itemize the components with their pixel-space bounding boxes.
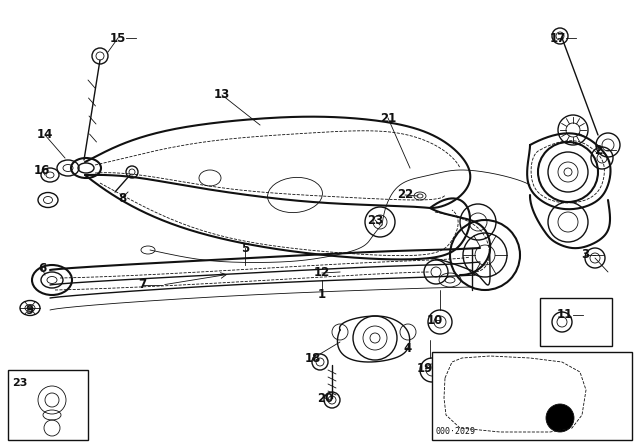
Text: 17: 17 [550, 31, 566, 44]
Bar [8, 370, 88, 440]
Text: 2: 2 [594, 143, 602, 156]
Text: 16: 16 [34, 164, 50, 177]
Text: 000·2029: 000·2029 [436, 427, 476, 436]
Text: 11: 11 [557, 309, 573, 322]
Text: 12: 12 [314, 267, 330, 280]
Text: 18: 18 [305, 352, 321, 365]
Text: 3: 3 [581, 249, 589, 262]
Text: 8: 8 [118, 191, 126, 204]
Text: 23: 23 [12, 378, 28, 388]
Text: 21: 21 [380, 112, 396, 125]
Text: 23: 23 [367, 214, 383, 227]
Text: 5: 5 [241, 241, 249, 254]
Text: 19: 19 [417, 362, 433, 375]
Text: 7: 7 [138, 279, 146, 292]
Text: 13: 13 [214, 89, 230, 102]
Text: 15: 15 [110, 31, 126, 44]
Bar [432, 352, 632, 440]
Circle shape [546, 404, 574, 432]
Text: 9: 9 [26, 303, 34, 316]
Text: 10: 10 [427, 314, 443, 327]
Text: 14: 14 [37, 129, 53, 142]
Bar [540, 298, 612, 346]
Text: 4: 4 [404, 341, 412, 354]
Text: 20: 20 [317, 392, 333, 405]
Text: 1: 1 [318, 289, 326, 302]
Text: 6: 6 [38, 262, 46, 275]
Text: 22: 22 [397, 189, 413, 202]
